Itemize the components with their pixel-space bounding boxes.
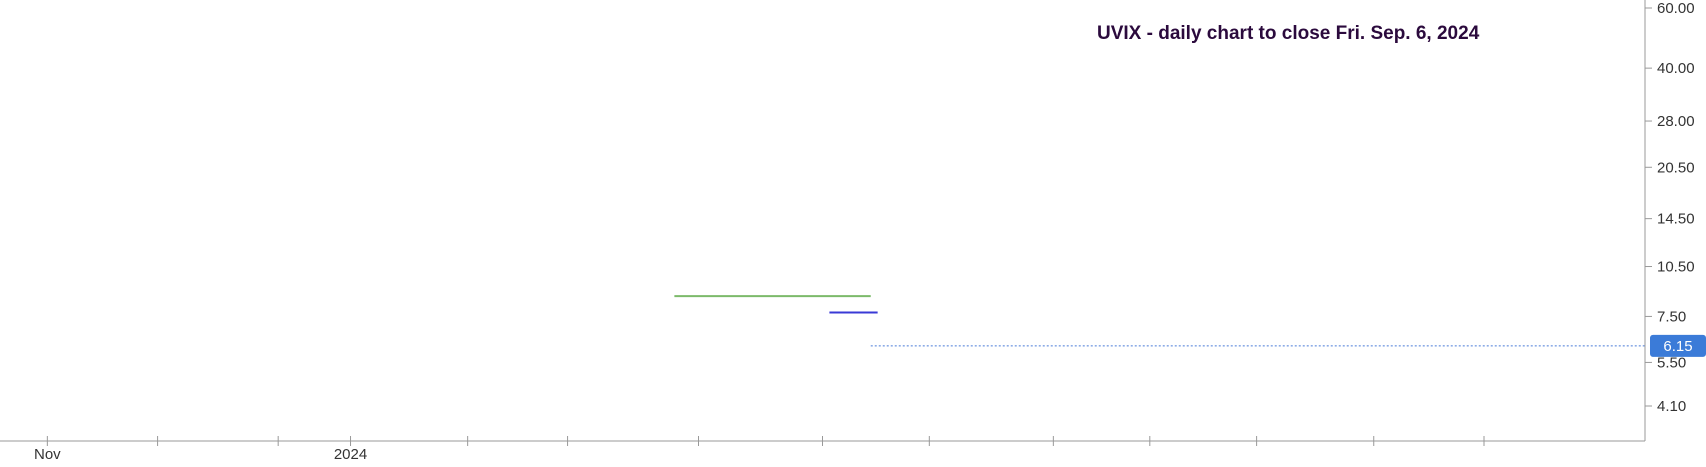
y-tick-label: 28.00 xyxy=(1657,113,1695,130)
x-tick-label: Nov xyxy=(34,446,61,463)
y-tick-label: 14.50 xyxy=(1657,211,1695,228)
chart-overlays: 6.15 xyxy=(674,295,1706,357)
y-tick-label: 4.10 xyxy=(1657,398,1686,415)
last-price-label: 6.15 xyxy=(1663,338,1692,355)
y-tick-label: 60.00 xyxy=(1657,0,1695,17)
x-tick-label: 2024 xyxy=(334,446,367,463)
y-tick-label: 7.50 xyxy=(1657,308,1686,325)
y-tick-label: 10.50 xyxy=(1657,259,1695,276)
y-tick-label: 20.50 xyxy=(1657,159,1695,176)
last-price-tag xyxy=(1650,334,1706,357)
y-tick-label: 40.00 xyxy=(1657,60,1695,77)
y-tick-label: 5.50 xyxy=(1657,354,1686,371)
chart-title: UVIX - daily chart to close Fri. Sep. 6,… xyxy=(1097,23,1480,44)
